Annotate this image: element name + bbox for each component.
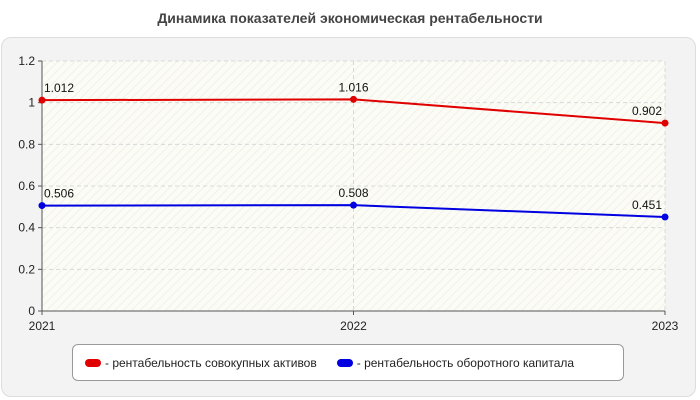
y-tick-label: 1.2 (18, 54, 35, 68)
series-2-point (661, 213, 669, 221)
series-1-data-label: 0.902 (632, 104, 662, 118)
x-tick-label: 2022 (340, 319, 367, 333)
series-1-point (661, 119, 669, 127)
x-tick-label: 2021 (29, 319, 56, 333)
series-2-data-label: 0.508 (338, 186, 368, 200)
y-tick-label: 0.4 (18, 221, 35, 235)
y-tick-label: 0.6 (18, 179, 35, 193)
legend-item-series-1[interactable]: - рентабельность совокупных активов (85, 356, 317, 370)
y-tick-label: 1 (28, 96, 35, 110)
legend-label-series-1: - рентабельность совокупных активов (105, 355, 317, 370)
chart-title: Динамика показателей экономическая рента… (157, 10, 543, 26)
series-2-data-label: 0.506 (44, 187, 74, 201)
legend-item-series-2[interactable]: - рентабельность оборотного капитала (336, 355, 575, 370)
series-2-data-label: 0.451 (632, 198, 662, 212)
y-tick-label: 0.8 (18, 137, 35, 151)
x-tick-label: 2023 (652, 319, 679, 333)
series-1-data-label: 1.016 (338, 80, 368, 94)
series-2-point (38, 202, 46, 210)
y-tick-label: 0.2 (18, 262, 35, 276)
series-1-point (38, 96, 46, 104)
series-2-point (350, 201, 357, 209)
legend-swatch-series-2 (336, 358, 353, 367)
legend-swatch-series-1 (85, 358, 101, 367)
series-1-point (350, 95, 357, 103)
legend-label-series-2: - рентабельность оборотного капитала (356, 355, 575, 370)
legend: - рентабельность совокупных активов - ре… (72, 344, 624, 381)
series-1-data-label: 1.012 (44, 81, 74, 95)
y-tick-label: 0 (28, 304, 35, 318)
